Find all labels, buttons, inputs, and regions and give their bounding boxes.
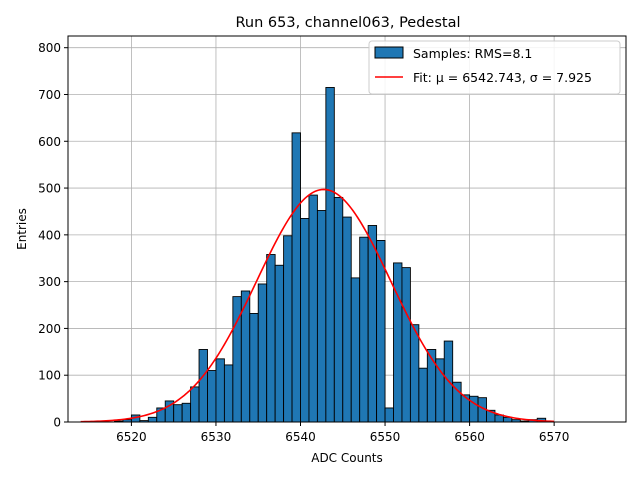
x-tick-label: 6550 <box>370 430 401 444</box>
plot-frame <box>67 35 627 423</box>
histogram-bar <box>384 407 394 423</box>
x-tick-label: 6540 <box>285 430 316 444</box>
histogram-bar <box>469 395 479 423</box>
histogram-bar <box>393 262 403 423</box>
histogram-bar <box>342 216 352 423</box>
histogram-bar <box>249 313 259 423</box>
histogram-bar <box>325 87 335 423</box>
histogram-bar <box>359 236 369 423</box>
histogram-bar <box>316 210 327 423</box>
x-tick-label: 6560 <box>454 430 485 444</box>
y-tick-label: 500 <box>38 182 61 196</box>
legend-label-fit: Fit: μ = 6542.743, σ = 7.925 <box>413 70 592 85</box>
histogram-bar <box>333 196 344 423</box>
y-axis-label: Entries <box>15 208 29 250</box>
y-tick-label: 0 <box>53 416 61 430</box>
histogram-bar <box>452 381 462 423</box>
y-tick-label: 300 <box>38 275 61 289</box>
legend-label-samples: Samples: RMS=8.1 <box>413 46 532 61</box>
chart-title: Run 653, channel063, Pedestal <box>235 15 460 31</box>
y-tick-label: 600 <box>38 135 61 149</box>
histogram-bar <box>147 416 158 423</box>
fit-curve <box>80 188 555 423</box>
y-tick-label: 400 <box>38 228 61 242</box>
histogram-bar <box>266 254 276 423</box>
histogram-bar <box>426 349 437 423</box>
histogram-bar <box>308 194 318 423</box>
histogram-bar <box>283 235 293 423</box>
histogram-bars <box>114 87 547 423</box>
histogram-bar <box>367 225 378 423</box>
histogram-bar <box>300 218 310 423</box>
y-tick-label: 100 <box>38 369 61 383</box>
histogram-bar <box>418 367 428 423</box>
histogram-bar <box>198 349 208 423</box>
histogram-bar <box>350 277 361 423</box>
histogram-bar <box>223 364 234 423</box>
y-tick-label: 700 <box>38 88 61 102</box>
x-tick-label: 6530 <box>201 430 232 444</box>
histogram-bar <box>409 324 420 423</box>
y-axis-ticks: 0 100 200 300 400 500 600 700 800 <box>38 41 68 430</box>
y-tick-label: 800 <box>38 41 61 55</box>
histogram-bar <box>173 404 183 423</box>
histogram-bar <box>435 358 445 423</box>
x-axis-ticks: 6520 6530 6540 6550 6560 6570 <box>116 422 569 444</box>
histogram-bar <box>274 264 285 423</box>
x-tick-label: 6570 <box>539 430 570 444</box>
histogram-bar <box>181 402 192 423</box>
x-axis-label: ADC Counts <box>311 451 383 465</box>
x-tick-label: 6520 <box>116 430 147 444</box>
histogram-bar <box>401 267 411 423</box>
histogram-bar <box>291 132 301 423</box>
legend-box <box>368 40 621 95</box>
legend: Samples: RMS=8.1 Fit: μ = 6542.743, σ = … <box>368 40 621 95</box>
y-tick-label: 200 <box>38 322 61 336</box>
legend-swatch-samples <box>374 46 404 59</box>
histogram-bar <box>190 386 200 423</box>
histogram-bar <box>215 358 225 423</box>
histogram-bar <box>207 370 217 423</box>
histogram-bar <box>257 283 268 423</box>
